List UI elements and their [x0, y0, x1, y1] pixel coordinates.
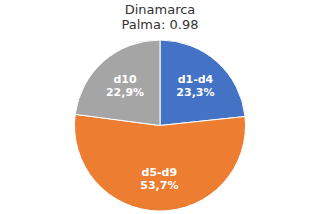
title-line: Palma: 0.98	[122, 17, 199, 32]
chart-title: DinamarcaPalma: 0.98	[122, 2, 199, 32]
slice-category-label: d10	[113, 73, 137, 86]
chart-svg: DinamarcaPalma: 0.98 d1-d423,3% d5-d953,7%…	[0, 0, 320, 214]
slice-category-label: d1-d4	[178, 73, 214, 86]
pie-slice	[75, 40, 160, 126]
pie	[74, 40, 245, 211]
pie-slice	[74, 114, 245, 211]
pie-slice	[160, 40, 245, 126]
slice-value-label: 53,7%	[140, 179, 178, 192]
slice-labels: d1-d423,3% d5-d953,7% d1022,9%	[106, 73, 215, 192]
slice-value-label: 22,9%	[106, 86, 144, 99]
slice-value-label: 23,3%	[176, 86, 214, 99]
chart-container: DinamarcaPalma: 0.98 d1-d423,3% d5-d953,7%…	[0, 0, 320, 214]
title-line: Dinamarca	[125, 2, 196, 17]
slice-category-label: d5-d9	[142, 166, 178, 179]
